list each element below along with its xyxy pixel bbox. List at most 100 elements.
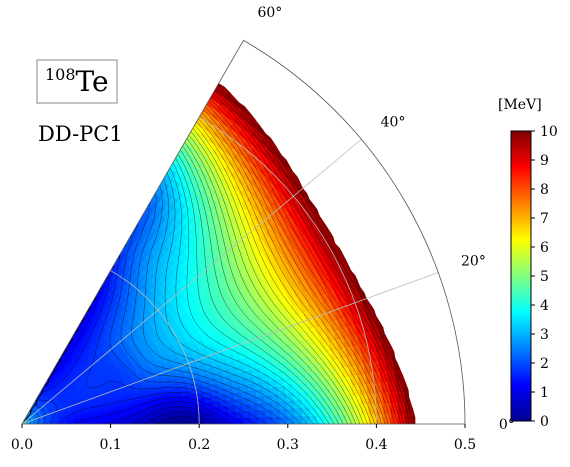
colorbar-tick-label: 3 xyxy=(540,327,549,343)
heatmap-cell xyxy=(403,307,415,322)
heatmap-cell xyxy=(365,163,380,179)
heatmap-cell xyxy=(360,196,375,212)
heatmap-cell xyxy=(457,411,465,424)
heatmap-cell xyxy=(336,212,350,227)
colorbar-tick-label: 7 xyxy=(540,211,549,227)
heatmap-cell xyxy=(315,106,331,122)
heatmap-cell xyxy=(354,227,367,243)
heatmap-cell xyxy=(339,414,348,425)
heatmap-cell xyxy=(441,336,451,350)
heatmap-cell xyxy=(296,109,312,124)
heatmap-cell xyxy=(342,194,356,210)
heatmap-cell xyxy=(332,157,347,173)
heatmap-cell xyxy=(411,388,416,402)
heatmap-cell xyxy=(324,148,340,164)
heatmap-cell xyxy=(240,84,256,98)
heatmap-cell xyxy=(315,172,330,187)
heatmap-cell xyxy=(317,198,331,213)
heatmap-cell xyxy=(449,386,457,399)
heatmap-cell xyxy=(236,90,252,104)
heatmap-cell xyxy=(364,247,378,263)
heatmap-cell xyxy=(254,84,270,99)
colorbar-tick-label: 1 xyxy=(540,385,549,401)
heatmap-cell xyxy=(313,125,329,141)
heatmap-cell xyxy=(276,131,291,146)
heatmap-cell xyxy=(300,122,315,138)
heatmap-cell xyxy=(360,274,373,289)
heatmap-cell xyxy=(359,167,374,184)
heatmap-cell xyxy=(386,300,398,315)
colorbar-tick-label: 8 xyxy=(540,182,549,198)
nucleus-label: 108Te xyxy=(45,65,109,98)
heatmap-cell xyxy=(356,264,369,279)
heatmap-cell xyxy=(281,125,297,140)
heatmap-cell xyxy=(410,305,416,320)
heatmap-cell xyxy=(229,60,243,73)
heatmap-cell xyxy=(336,199,350,214)
heatmap-cell xyxy=(198,418,207,425)
heatmap-cell xyxy=(341,235,354,250)
heatmap-cell xyxy=(300,155,315,170)
heatmap-cell xyxy=(268,67,283,80)
heatmap-cell xyxy=(406,318,416,333)
heatmap-cell xyxy=(400,295,412,311)
heatmap-cell xyxy=(403,378,413,391)
heatmap-cell xyxy=(418,377,427,389)
heatmap-cell xyxy=(385,223,399,239)
heatmap-cell xyxy=(264,110,279,125)
heatmap-cell xyxy=(329,189,343,205)
heatmap-cell xyxy=(225,66,239,78)
heatmap-cell xyxy=(354,186,368,202)
heatmap-cell xyxy=(338,404,348,416)
heatmap-cell xyxy=(396,245,409,261)
heatmap-cell xyxy=(398,216,412,233)
heatmap-cell xyxy=(340,167,355,182)
colorbar-tick-label: 0 xyxy=(540,414,549,430)
heatmap-cell xyxy=(341,181,356,196)
heatmap-cell xyxy=(273,99,289,114)
heatmap-cell xyxy=(287,101,303,116)
heatmap-cell xyxy=(301,406,311,417)
heatmap-cell xyxy=(402,331,413,346)
heatmap-cell xyxy=(250,90,265,105)
heatmap-cell xyxy=(393,298,405,313)
heatmap-cell xyxy=(301,398,310,409)
heatmap-cell xyxy=(348,218,362,233)
heatmap-cell xyxy=(457,398,465,411)
heatmap-cell xyxy=(259,116,274,131)
heatmap-cell xyxy=(316,139,332,155)
nucleus-label-box: 108Te xyxy=(36,59,118,104)
heatmap-cell xyxy=(384,238,398,253)
heatmap-cell xyxy=(242,403,251,412)
heatmap-cell xyxy=(396,309,408,324)
heatmap-cell xyxy=(360,224,374,239)
heatmap-cell xyxy=(307,389,317,400)
heatmap-cell xyxy=(353,172,368,188)
heatmap-cell xyxy=(413,316,416,331)
heatmap-cell xyxy=(379,213,393,229)
heatmap-cell xyxy=(399,320,411,335)
heatmap-cell xyxy=(234,404,244,412)
heatmap-cell xyxy=(421,412,429,424)
heatmap-cell xyxy=(387,262,400,278)
heatmap-cell xyxy=(176,418,185,425)
heatmap-cell xyxy=(234,397,243,406)
heatmap-cell xyxy=(324,115,340,131)
colorbar: [MeV] 0 1 2 3 4 5 6 7 8 9 10 xyxy=(498,97,558,430)
heatmap-cell xyxy=(421,289,432,303)
heatmap-cell xyxy=(420,340,429,353)
heatmap-cell xyxy=(409,329,416,344)
radial-tick-label: 0.4 xyxy=(365,437,387,453)
heatmap-cell xyxy=(428,287,439,301)
heatmap-cell xyxy=(403,242,416,258)
heatmap-cell xyxy=(372,230,386,246)
heatmap-cell xyxy=(322,134,337,150)
heatmap-cell xyxy=(414,353,416,367)
heatmap-cell xyxy=(348,190,362,206)
heatmap-cell xyxy=(321,167,336,182)
heatmap-cell xyxy=(347,231,361,246)
heatmap-cell xyxy=(343,148,359,164)
angular-tick-label: 40° xyxy=(381,114,406,130)
heatmap-cell xyxy=(401,366,412,380)
heatmap-cell xyxy=(259,97,275,112)
